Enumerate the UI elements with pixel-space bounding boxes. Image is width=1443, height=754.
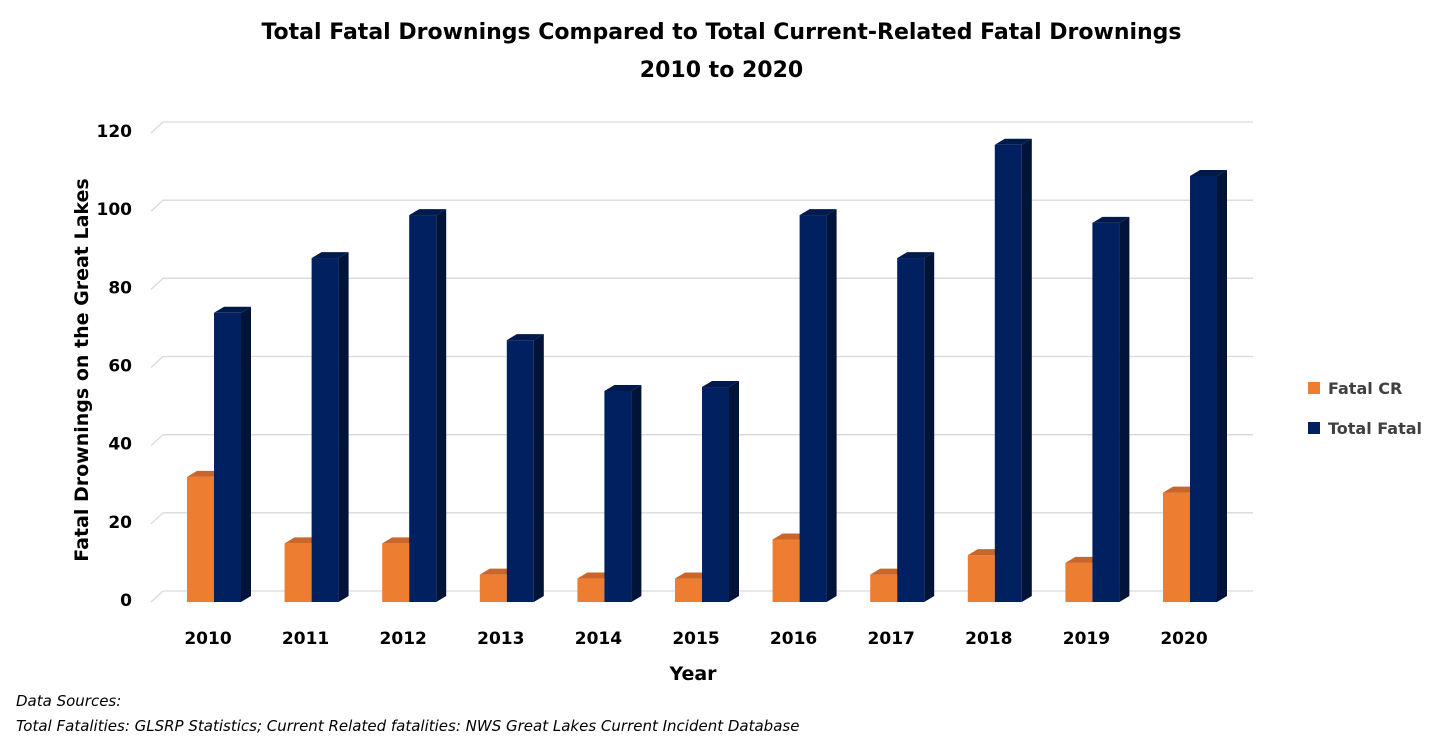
bar-side-total-fatal-2013	[533, 334, 544, 602]
legend-item-total-fatal: Total Fatal	[1308, 408, 1422, 448]
bar-top-total-fatal-2019	[1092, 216, 1130, 223]
y-tick-label: 100	[97, 200, 133, 220]
bar-total-fatal-2013	[506, 340, 534, 602]
x-tick-label: 2010	[184, 629, 231, 649]
bar-total-fatal-2019	[1092, 222, 1120, 602]
bar-side-total-fatal-2020	[1217, 169, 1227, 602]
legend-label-total-fatal: Total Fatal	[1328, 418, 1422, 438]
bar-total-fatal-2012	[409, 215, 437, 602]
bar-side-total-fatal-2019	[1119, 216, 1130, 602]
bar-top-total-fatal-2016	[799, 209, 837, 216]
bar-top-total-fatal-2015	[702, 381, 739, 388]
data-sources-heading: Data Sources:	[16, 692, 122, 710]
bar-side-total-fatal-2010	[241, 306, 251, 602]
gridline-diagonal	[150, 199, 164, 212]
x-tick-label: 2013	[477, 629, 524, 649]
y-tick-label: 20	[108, 513, 132, 533]
bar-fatal-cr-2011	[284, 543, 312, 602]
bar-fatal-cr-2020	[1163, 492, 1190, 602]
y-tick-label: 120	[97, 122, 133, 142]
bar-side-total-fatal-2018	[1021, 138, 1032, 602]
x-tick-label: 2016	[770, 629, 817, 649]
bar-fatal-cr-2014	[577, 578, 605, 602]
x-tick-label: 2017	[868, 629, 915, 649]
bar-top-total-fatal-2011	[311, 252, 349, 259]
bar-total-fatal-2020	[1190, 175, 1217, 602]
y-tick-label: 80	[108, 278, 132, 298]
bar-fatal-cr-2016	[772, 539, 800, 602]
chart-subtitle: 2010 to 2020	[639, 58, 804, 83]
y-tick-label: 60	[108, 357, 132, 377]
gridline-diagonal	[150, 434, 164, 447]
bar-side-total-fatal-2015	[729, 381, 739, 602]
bar-top-total-fatal-2018	[994, 138, 1032, 145]
bar-fatal-cr-2012	[382, 543, 410, 602]
bar-top-total-fatal-2017	[897, 252, 935, 259]
bar-side-total-fatal-2012	[436, 209, 447, 602]
gridline-diagonal	[150, 277, 164, 290]
bar-fatal-cr-2015	[675, 578, 702, 602]
x-tick-label: 2015	[672, 629, 719, 649]
bar-top-total-fatal-2013	[506, 334, 544, 341]
bar-top-total-fatal-2010	[214, 306, 251, 313]
y-tick-label: 0	[120, 591, 132, 611]
bar-top-total-fatal-2020	[1190, 169, 1227, 176]
x-tick-label: 2011	[282, 629, 329, 649]
x-tick-label: 2012	[380, 629, 427, 649]
bar-fatal-cr-2019	[1065, 562, 1093, 602]
gridline-diagonal	[150, 590, 164, 603]
bar-top-total-fatal-2014	[604, 384, 642, 391]
y-axis-label: Fatal Drownings on the Great Lakes	[71, 178, 93, 561]
x-tick-label: 2014	[575, 629, 622, 649]
gridline-diagonal	[150, 512, 164, 525]
bar-top-total-fatal-2012	[409, 209, 447, 216]
legend-swatch-fatal-cr	[1308, 382, 1320, 394]
legend-swatch-total-fatal	[1308, 422, 1320, 434]
x-axis-label: Year	[668, 663, 717, 685]
bar-total-fatal-2015	[702, 387, 729, 602]
bar-fatal-cr-2017	[870, 574, 898, 602]
bar-total-fatal-2010	[214, 312, 241, 602]
legend: Fatal CR Total Fatal	[1308, 368, 1422, 448]
bar-total-fatal-2011	[311, 258, 339, 602]
legend-item-fatal-cr: Fatal CR	[1308, 368, 1422, 408]
bar-side-total-fatal-2016	[826, 209, 837, 602]
bar-fatal-cr-2010	[187, 476, 214, 602]
gridline-diagonal	[150, 356, 164, 368]
bar-side-total-fatal-2014	[631, 384, 642, 602]
bar-side-total-fatal-2011	[338, 252, 349, 603]
bar-total-fatal-2017	[897, 258, 925, 602]
bar-total-fatal-2014	[604, 390, 632, 602]
chart-title: Total Fatal Drownings Compared to Total …	[261, 20, 1182, 45]
x-tick-label: 2019	[1063, 629, 1110, 649]
data-sources-text: Total Fatalities: GLSRP Statistics; Curr…	[16, 717, 800, 735]
legend-label-fatal-cr: Fatal CR	[1328, 378, 1403, 398]
bar-fatal-cr-2018	[967, 555, 995, 602]
bar-total-fatal-2016	[799, 215, 827, 602]
x-tick-label: 2018	[965, 629, 1012, 649]
y-tick-label: 40	[108, 435, 132, 455]
bar-total-fatal-2018	[994, 144, 1022, 602]
x-tick-label: 2020	[1160, 629, 1207, 649]
bar-side-total-fatal-2017	[924, 252, 935, 603]
gridline-diagonal	[150, 121, 164, 134]
bar-fatal-cr-2013	[479, 574, 507, 602]
